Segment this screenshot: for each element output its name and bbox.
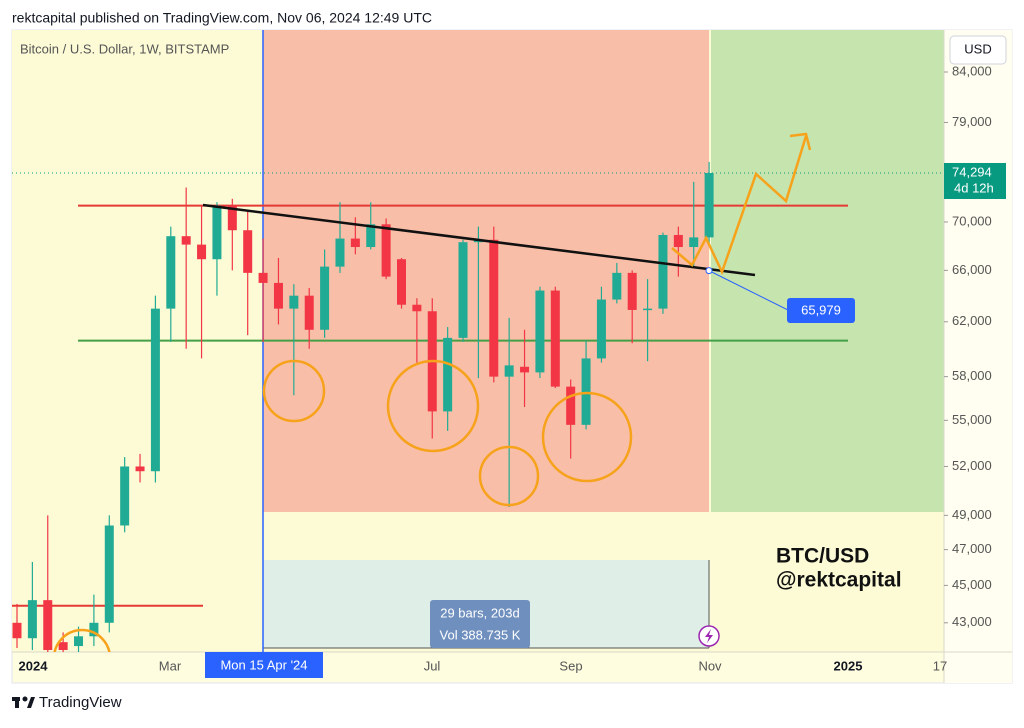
trend-line: [202, 203, 756, 277]
candle-body: [643, 308, 653, 311]
candle-body: [581, 358, 591, 425]
y-tick-label: 84,000: [952, 63, 992, 78]
red-zone: [263, 30, 709, 512]
crosshair-label: Mon 15 Apr '24: [220, 657, 307, 672]
candle-body: [104, 525, 114, 623]
candle-body: [120, 466, 130, 526]
y-tick-label: 79,000: [952, 114, 992, 129]
candle-body: [227, 205, 237, 231]
candle-body: [504, 365, 514, 377]
candle-body: [12, 622, 22, 639]
currency: USD: [964, 41, 991, 56]
candle-body: [689, 237, 699, 248]
y-tick-label: 66,000: [952, 262, 992, 277]
candle-body: [74, 636, 84, 647]
y-tick-label: 55,000: [952, 412, 992, 427]
candle-body: [258, 272, 268, 283]
candle-body: [43, 600, 53, 651]
candle-body: [150, 308, 160, 472]
candle-body: [412, 304, 422, 312]
candle-body: [397, 259, 406, 305]
x-tick-label: Mar: [159, 658, 182, 673]
projection-arrow: [789, 132, 812, 151]
y-tick-label: 70,000: [952, 213, 992, 228]
candle-body: [612, 272, 622, 300]
candle-body: [673, 234, 683, 248]
candle-body: [335, 238, 345, 267]
trend-point: [705, 267, 713, 275]
currency-button[interactable]: [949, 35, 1007, 65]
highlight-circle: [541, 391, 633, 483]
candle-body: [381, 224, 391, 277]
measure-volume: Vol 388.735 K: [440, 627, 521, 642]
highlight-circle: [262, 359, 326, 423]
y-tick-label: 62,000: [952, 313, 992, 328]
candle-body: [566, 386, 576, 425]
crosshair-label-box: [205, 652, 323, 678]
candle-body: [273, 282, 283, 309]
candle-body: [197, 244, 207, 260]
measure-bars: 29 bars, 203d: [440, 605, 520, 620]
y-tick-label: 52,000: [952, 458, 992, 473]
candle-body: [520, 366, 530, 373]
x-tick-label: 2025: [834, 658, 863, 673]
header: rektcapital published on TradingView.com…: [12, 10, 432, 26]
candle-body: [535, 290, 545, 373]
last-price-box: [944, 162, 1006, 199]
y-tick-label: 45,000: [952, 577, 992, 592]
candle-body: [366, 224, 376, 248]
price-axis-background: [944, 30, 1012, 683]
green-zone: [711, 30, 944, 512]
candle-body: [350, 238, 360, 248]
annotation: BTC/USD: [776, 545, 869, 568]
x-tick-label: Sep: [559, 658, 582, 673]
candle-body: [489, 239, 499, 377]
last-price-label: 74,294: [952, 164, 992, 179]
projection-path: [671, 135, 808, 276]
candle-body: [704, 172, 714, 238]
candle-body: [27, 600, 37, 639]
candle-body: [458, 242, 468, 338]
candle-body: [550, 290, 560, 387]
candle-body: [181, 236, 191, 245]
candle-body: [166, 236, 176, 309]
footer: TradingView: [39, 694, 122, 711]
candle-body: [89, 622, 99, 637]
candle-body: [596, 299, 606, 359]
trend-label: 65,979: [801, 302, 841, 317]
trend-label-box: [787, 298, 855, 323]
event-icon-bolt: [705, 629, 713, 643]
candle-body: [58, 642, 68, 651]
candle-body: [627, 272, 637, 310]
x-tick-label: 17: [933, 658, 947, 673]
y-tick-label: 49,000: [952, 507, 992, 522]
x-tick-label: Nov: [698, 658, 722, 673]
annotation: @rektcapital: [776, 569, 902, 592]
highlight-circle: [53, 628, 111, 652]
highlight-circle: [478, 445, 540, 507]
candle-body: [304, 295, 314, 330]
countdown: 4d 12h: [954, 180, 994, 195]
candle-body: [289, 295, 299, 309]
trend-label-connector: [708, 270, 791, 312]
y-tick-label: 47,000: [952, 541, 992, 556]
candle-body: [320, 266, 330, 330]
highlight-circle: [386, 359, 480, 453]
footer-logo: [12, 696, 35, 708]
candle-body: [212, 205, 222, 260]
measure-label-box: [430, 600, 530, 648]
candle-body: [658, 234, 668, 309]
candle-body: [443, 337, 453, 412]
candle-body: [243, 230, 253, 273]
x-tick-label: Jul: [424, 658, 441, 673]
candle-body: [135, 466, 145, 472]
y-tick-label: 58,000: [952, 368, 992, 383]
x-tick-label: 2024: [19, 658, 49, 673]
y-tick-label: 43,000: [952, 614, 992, 629]
chart-title: Bitcoin / U.S. Dollar, 1W, BITSTAMP: [20, 41, 229, 56]
